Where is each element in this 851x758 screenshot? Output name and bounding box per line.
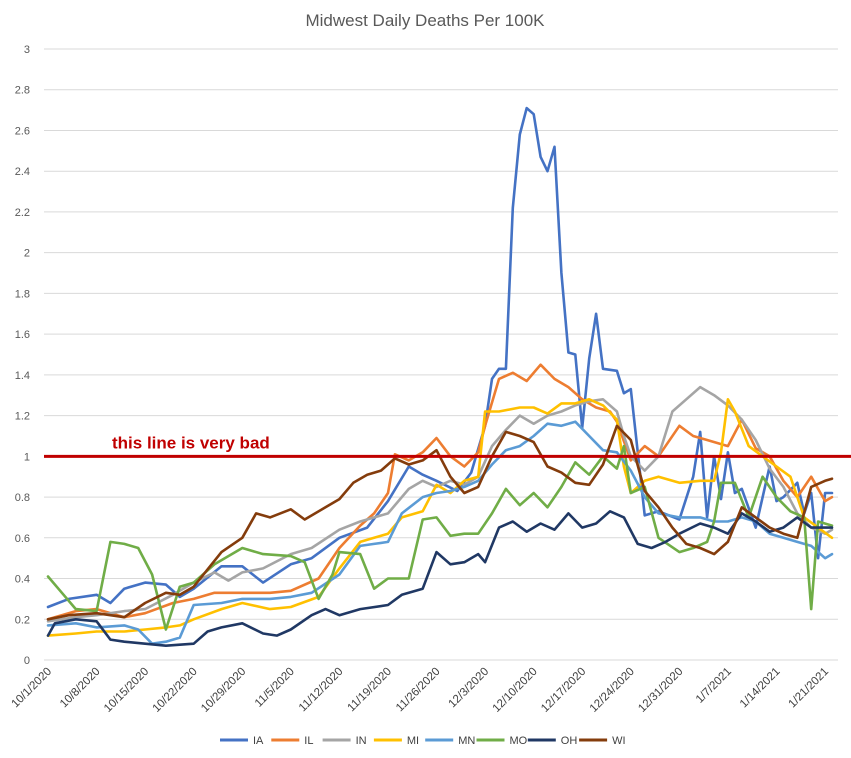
y-tick-label: 0 <box>24 655 30 667</box>
x-tick-label: 11/26/2020 <box>394 666 443 715</box>
series-line-ia <box>46 106 834 609</box>
x-tick-label: 11/12/2020 <box>297 666 346 715</box>
series-lines <box>46 106 834 648</box>
legend: IA IL IN MI MN MO OH WI <box>220 735 626 747</box>
x-tick-label: 12/17/2020 <box>539 666 588 715</box>
series-line-oh <box>46 509 834 648</box>
series-line-mo <box>46 444 834 631</box>
legend-label-mi: MI <box>407 735 419 747</box>
legend-label-in: IN <box>356 735 367 747</box>
reference-line-group: this line is very bad <box>44 433 851 458</box>
series-line-mn <box>46 420 834 646</box>
y-tick-label: 3 <box>24 44 30 56</box>
legend-label-wi: WI <box>612 735 625 747</box>
x-tick-label: 12/24/2020 <box>588 666 637 715</box>
x-tick-label: 1/14/2021 <box>738 666 783 711</box>
x-tick-label: 11/5/2020 <box>253 666 297 710</box>
x-tick-label: 12/3/2020 <box>447 666 492 711</box>
y-tick-label: 1.2 <box>15 411 30 423</box>
gridlines <box>44 48 838 661</box>
x-tick-label: 1/7/2021 <box>694 666 734 706</box>
series-line-il <box>46 363 834 621</box>
series-line-mi <box>46 397 834 637</box>
x-axis-tick-labels: 10/1/2020 10/8/2020 10/15/2020 10/22/2020 10… <box>9 666 831 715</box>
y-tick-label: 0.6 <box>15 533 30 545</box>
x-tick-label: 10/8/2020 <box>58 666 103 711</box>
x-tick-label: 10/29/2020 <box>199 666 248 715</box>
series-line-in <box>46 385 834 623</box>
y-tick-label: 0.4 <box>15 574 30 586</box>
x-tick-label: 1/21/2021 <box>787 666 832 711</box>
y-tick-label: 1 <box>24 451 30 463</box>
chart-title: Midwest Daily Deaths Per 100K <box>305 11 545 30</box>
y-tick-label: 2.6 <box>15 125 30 137</box>
legend-label-mo: MO <box>510 735 528 747</box>
legend-label-oh: OH <box>561 735 578 747</box>
y-tick-label: 1.4 <box>15 370 30 382</box>
y-tick-label: 0.8 <box>15 492 30 504</box>
x-tick-label: 12/31/2020 <box>636 666 685 715</box>
series-line-wi <box>46 424 834 621</box>
x-tick-label: 10/1/2020 <box>9 666 54 711</box>
y-tick-label: 2.4 <box>15 166 30 178</box>
y-axis-tick-labels: 0 0.2 0.4 0.6 0.8 1 1.2 1.4 1.6 1.8 2 2.2 2.4 2.6 2.8 3 <box>15 44 30 667</box>
legend-label-il: IL <box>304 735 313 747</box>
x-tick-label: 10/15/2020 <box>102 666 151 715</box>
x-tick-label: 12/10/2020 <box>491 666 540 715</box>
y-tick-label: 2.8 <box>15 85 30 97</box>
y-tick-label: 0.2 <box>15 614 30 626</box>
y-tick-label: 1.6 <box>15 329 30 341</box>
x-tick-label: 11/19/2020 <box>346 666 395 715</box>
y-tick-label: 2.2 <box>15 207 30 219</box>
y-tick-label: 1.8 <box>15 288 30 300</box>
legend-label-mn: MN <box>458 735 475 747</box>
x-tick-label: 10/22/2020 <box>151 666 200 715</box>
y-tick-label: 2 <box>24 248 30 260</box>
legend-label-ia: IA <box>253 735 264 747</box>
reference-line-label: this line is very bad <box>112 433 270 452</box>
